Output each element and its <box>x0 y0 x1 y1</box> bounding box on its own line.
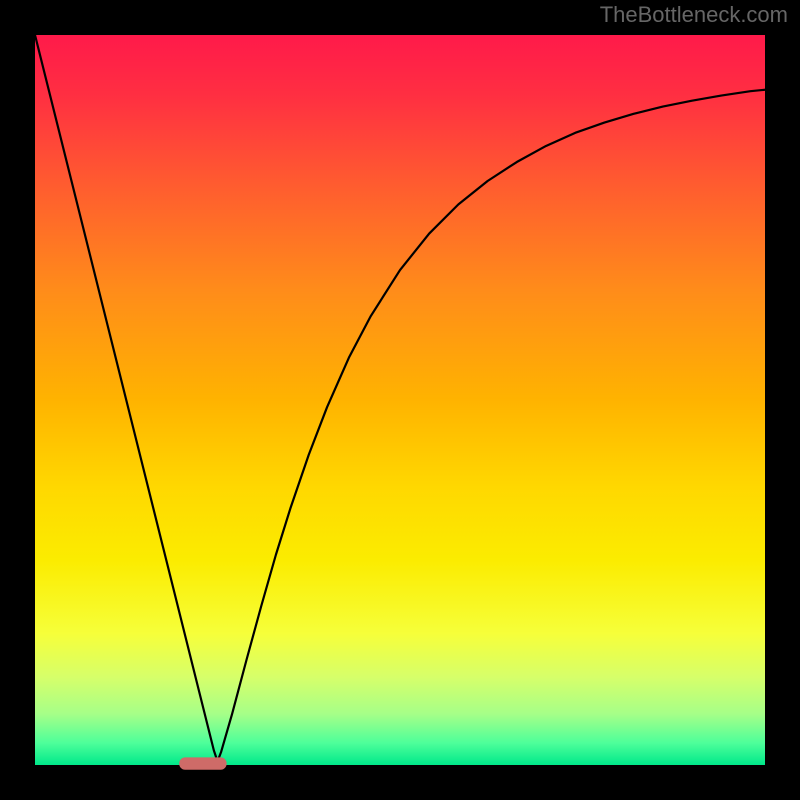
optimal-marker <box>179 757 226 769</box>
chart-container: TheBottleneck.com <box>0 0 800 800</box>
plot-background <box>35 35 765 765</box>
bottleneck-chart: TheBottleneck.com <box>0 0 800 800</box>
watermark-text: TheBottleneck.com <box>600 2 788 27</box>
